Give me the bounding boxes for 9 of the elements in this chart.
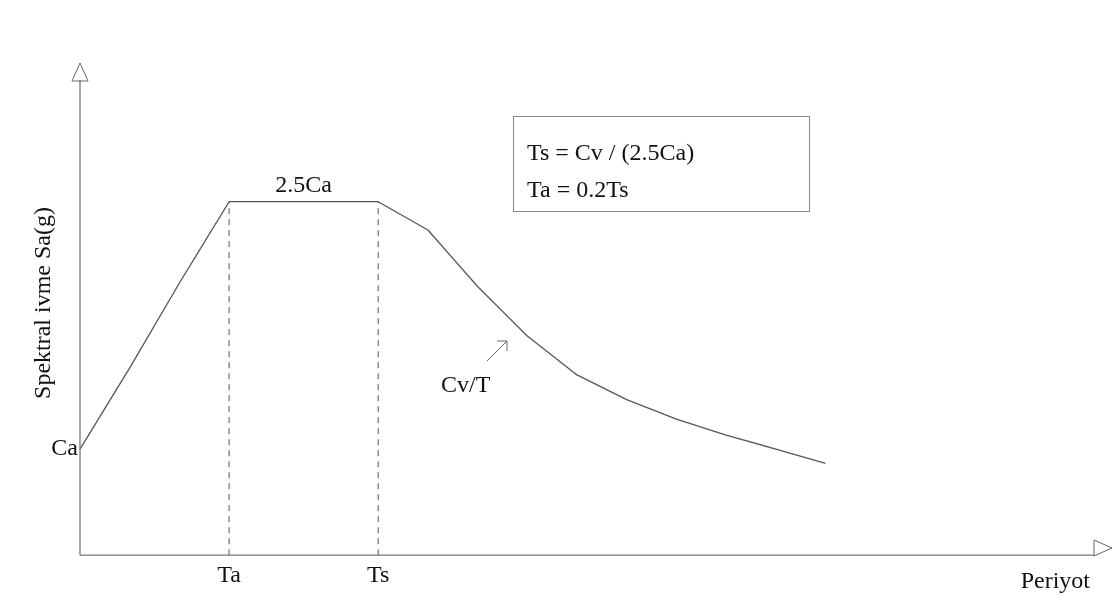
annotation: 2.5Ca [275,170,333,197]
x-axis-title: Periyot [1020,567,1091,593]
annotation: Cv/T [441,371,491,397]
x-tick-label: Ts [367,560,390,587]
y-axis-title: Spektral ivme Sa(g) [29,207,55,399]
x-tick-label: Ta [217,560,242,587]
annotation: Ta = 0.2Ts [527,176,629,202]
text: Ts = Cv / (2.5Ca) [527,139,695,165]
text: Ca [51,434,79,461]
